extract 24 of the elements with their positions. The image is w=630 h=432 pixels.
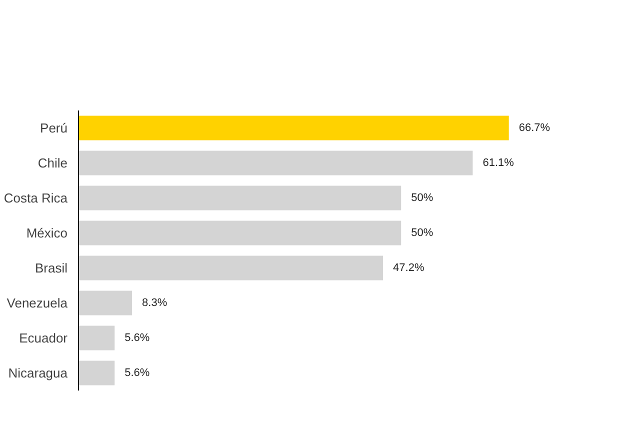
bar bbox=[78, 186, 402, 210]
bar bbox=[78, 150, 473, 176]
y-tick-label: Chile bbox=[38, 156, 68, 170]
y-tick-label: Perú bbox=[40, 120, 68, 136]
data-label: 5.6% bbox=[124, 367, 150, 379]
bar bbox=[78, 116, 509, 140]
y-tick-label: México bbox=[26, 226, 68, 240]
data-label: 61.1% bbox=[482, 157, 514, 169]
y-tick-label: Venezuela bbox=[6, 296, 68, 310]
y-tick-label: Nicaragua bbox=[8, 366, 68, 380]
data-label: 5.6% bbox=[124, 332, 150, 344]
data-label: 8.3% bbox=[142, 297, 168, 309]
bar bbox=[78, 290, 132, 316]
y-tick-label: Brasil bbox=[34, 260, 68, 276]
data-label: 50% bbox=[411, 192, 434, 204]
data-label: 66.7% bbox=[518, 122, 550, 134]
bar bbox=[78, 220, 402, 246]
bar bbox=[78, 326, 115, 350]
bar bbox=[78, 360, 115, 386]
bar bbox=[78, 256, 384, 280]
y-tick-label: Ecuador bbox=[19, 330, 68, 346]
y-tick-label: Costa Rica bbox=[4, 190, 68, 206]
data-label: 50% bbox=[411, 227, 434, 239]
data-label: 47.2% bbox=[393, 262, 424, 274]
